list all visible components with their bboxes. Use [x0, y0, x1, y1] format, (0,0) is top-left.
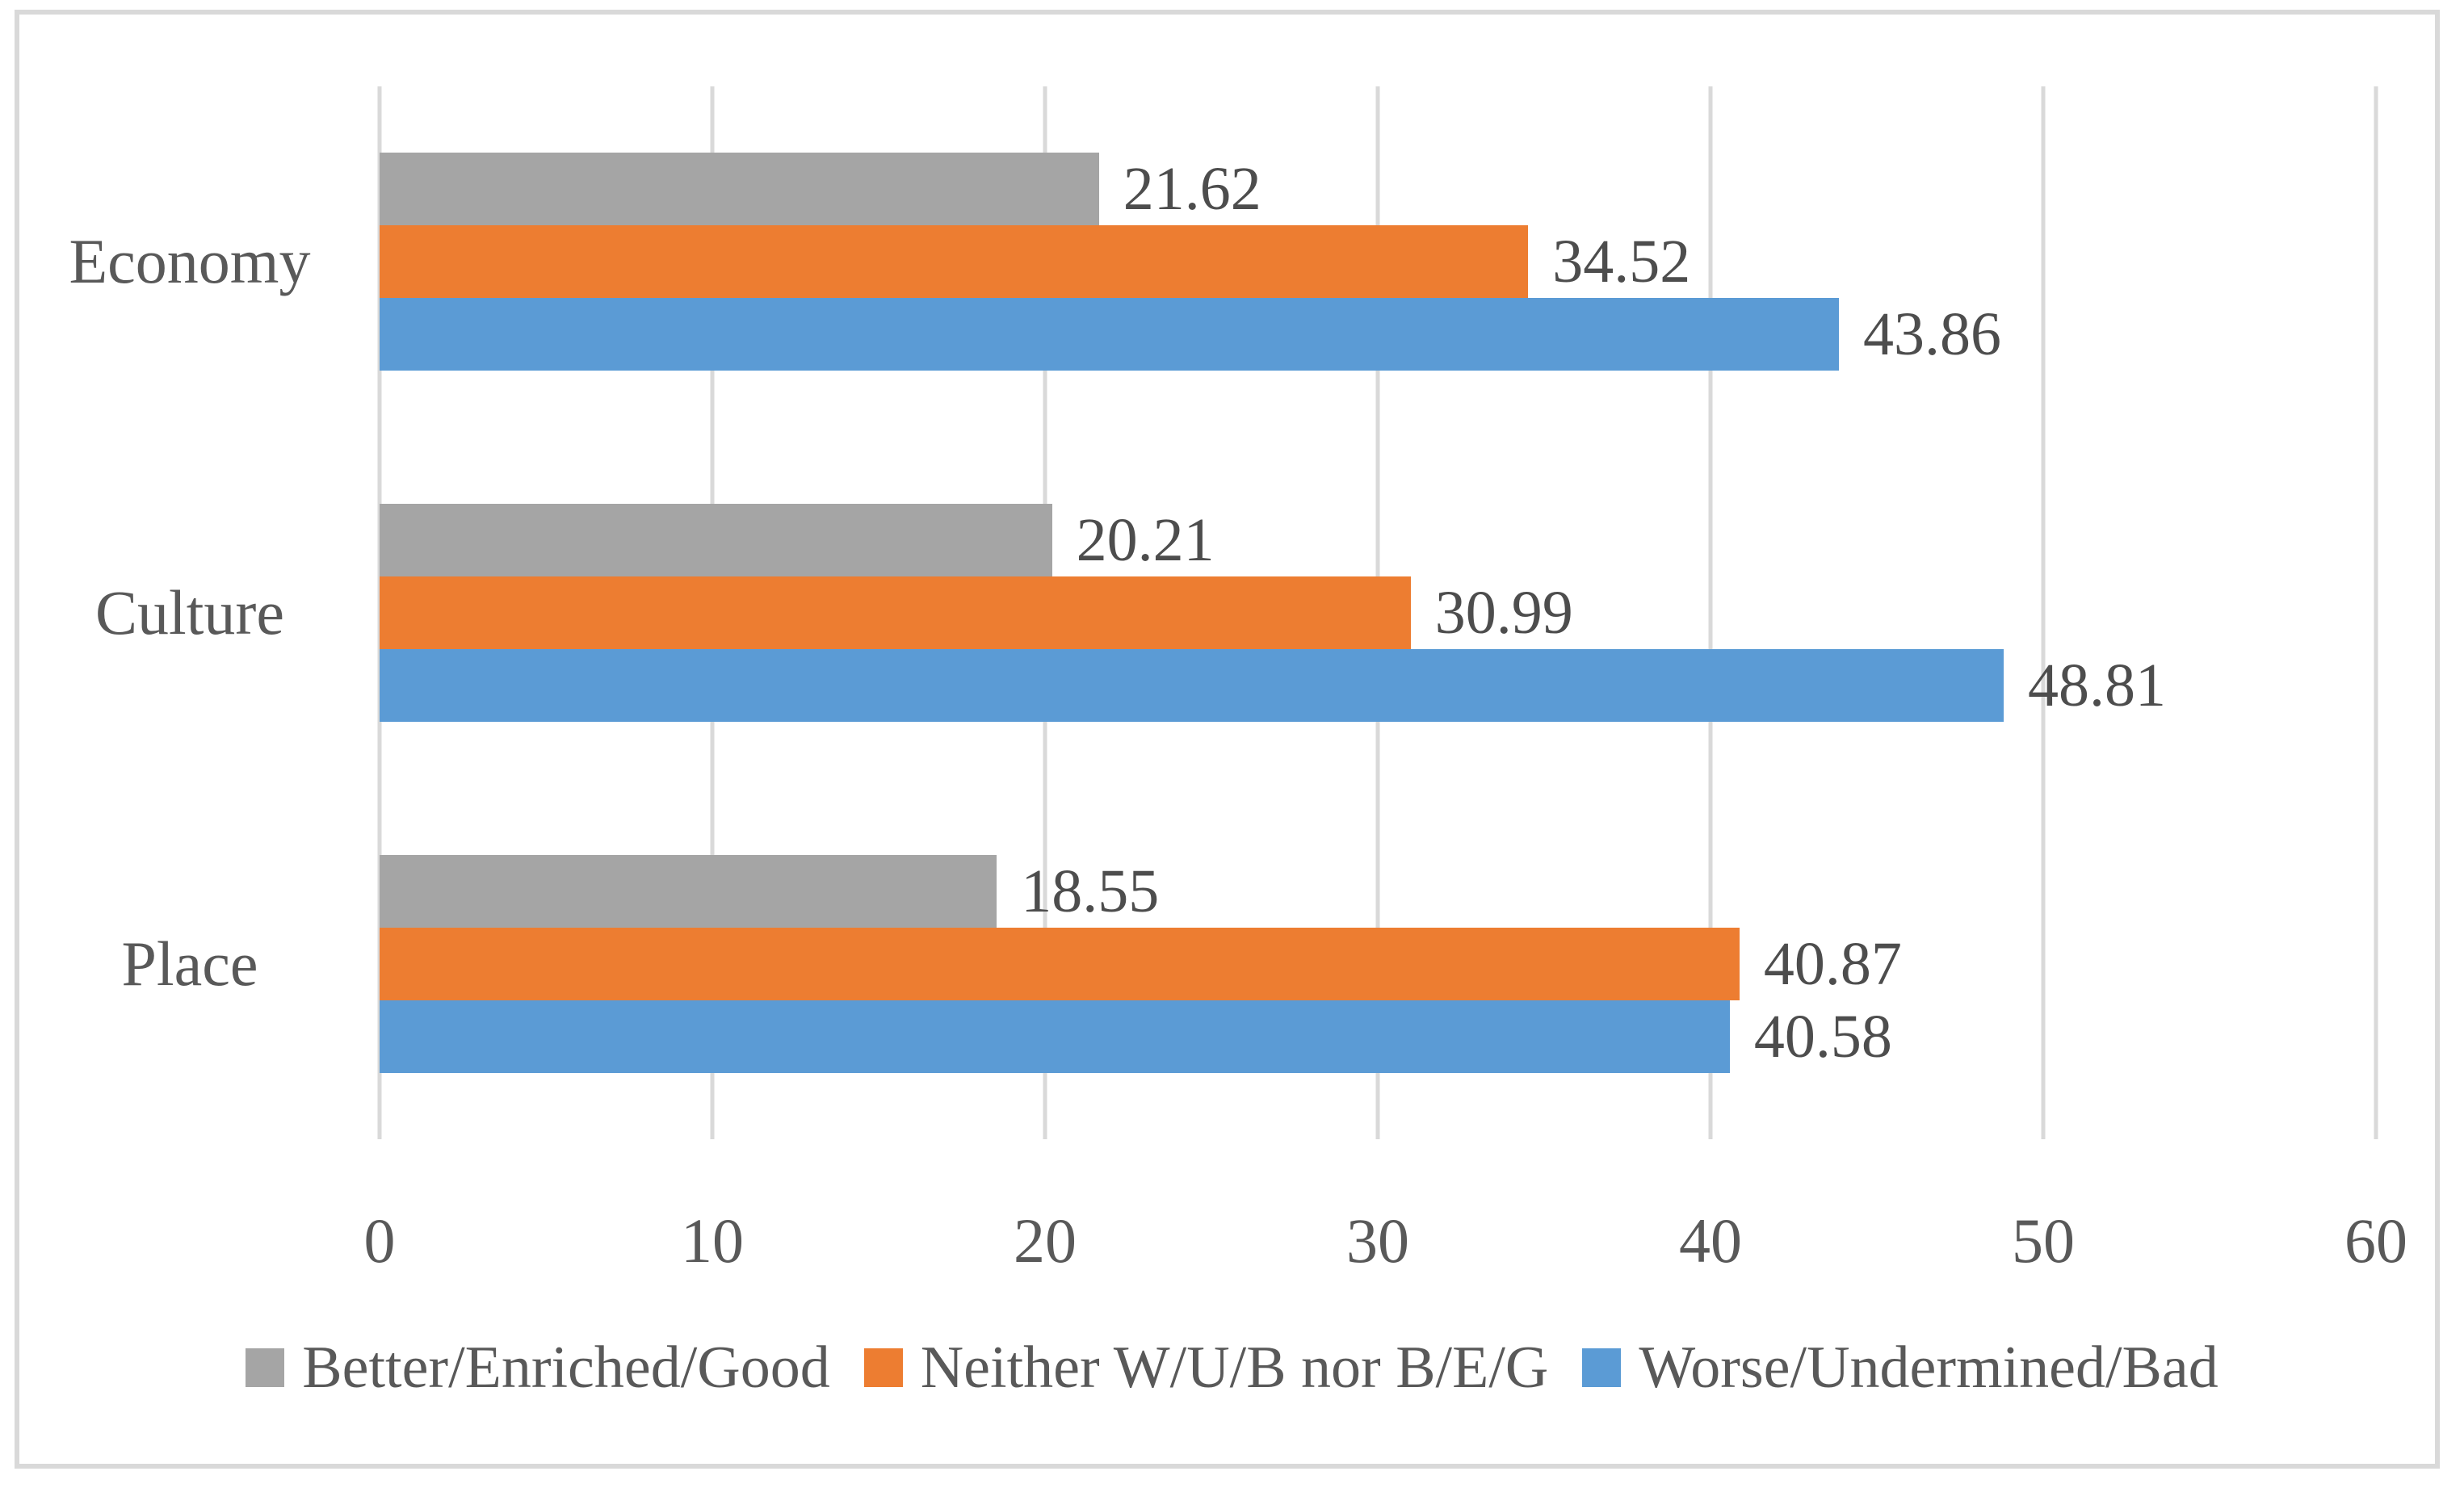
data-label: 40.58 — [1753, 1002, 1892, 1071]
bar-place — [380, 854, 997, 928]
plot-area: Economy 21.62 34.52 43.86 Culture 20.21 30.99 4… — [69, 86, 2378, 1139]
bar-place — [380, 1000, 1730, 1073]
bar-economy — [380, 298, 1840, 371]
x-tick-label-20: 20 — [1014, 1205, 1077, 1276]
bar-economy — [380, 225, 1529, 299]
legend-item: Neither W/U/B nor B/E/G — [863, 1331, 1549, 1406]
bar-row: 18.55 — [380, 854, 2376, 928]
bar-row: 40.58 — [380, 1000, 2376, 1073]
gridline-x-40 — [1708, 86, 1713, 1139]
legend-swatch-icon — [863, 1348, 903, 1388]
legend-swatch-icon — [246, 1348, 285, 1388]
bar-row: 30.99 — [380, 576, 2376, 649]
bar-row: 48.81 — [380, 649, 2376, 722]
data-label: 20.21 — [1076, 506, 1215, 574]
data-label: 18.55 — [1021, 857, 1160, 925]
x-tick-label-30: 30 — [1346, 1205, 1409, 1276]
data-label: 21.62 — [1123, 155, 1261, 224]
bar-row: 21.62 — [380, 153, 2376, 226]
category-label-culture: Culture — [95, 577, 284, 648]
gridline-x-50 — [2041, 86, 2046, 1139]
chart-border — [15, 10, 2440, 1469]
data-label: 40.87 — [1763, 929, 1902, 998]
bar-row: 34.52 — [380, 225, 2376, 299]
x-tick-label-50: 50 — [2012, 1205, 2075, 1276]
legend-item: Better/Enriched/Good — [246, 1331, 830, 1406]
bar-culture — [380, 649, 2004, 722]
x-tick-label-40: 40 — [1679, 1205, 1742, 1276]
category-row-culture: Culture 20.21 30.99 48.81 — [95, 438, 2376, 789]
x-tick-label-60: 60 — [2344, 1205, 2407, 1276]
x-tick-label-10: 10 — [681, 1205, 744, 1276]
category-label-place: Place — [121, 928, 258, 999]
bar-culture — [380, 504, 1052, 576]
gridline-x-60 — [2374, 86, 2378, 1139]
category-label-economy: Economy — [69, 226, 311, 297]
bar-row: 20.21 — [380, 504, 2376, 576]
legend-label: Better/Enriched/Good — [302, 1335, 830, 1401]
bar-economy — [380, 153, 1099, 226]
x-tick-label-0: 0 — [363, 1205, 396, 1276]
category-row-place: Place 18.55 40.87 40.58 — [122, 788, 2376, 1139]
bar-row: 40.87 — [380, 927, 2376, 1000]
x-axis-tick-labels: 0 10 20 30 40 50 60 — [364, 1205, 2408, 1306]
legend-label: Worse/Undermined/Bad — [1639, 1335, 2218, 1401]
bar-culture — [380, 576, 1411, 649]
bar-row: 43.86 — [380, 298, 2376, 371]
data-label: 34.52 — [1552, 228, 1691, 296]
legend: Better/Enriched/Good Neither W/U/B nor B/… — [0, 1331, 2464, 1406]
data-label: 43.86 — [1863, 300, 2002, 369]
bar-place — [380, 927, 1740, 1000]
category-row-economy: Economy 21.62 34.52 43.86 — [69, 86, 2376, 438]
legend-item: Worse/Undermined/Bad — [1582, 1331, 2218, 1406]
legend-swatch-icon — [1582, 1348, 1622, 1388]
legend-label: Neither W/U/B nor B/E/G — [920, 1335, 1549, 1401]
data-label: 48.81 — [2027, 652, 2166, 719]
data-label: 30.99 — [1434, 579, 1573, 647]
